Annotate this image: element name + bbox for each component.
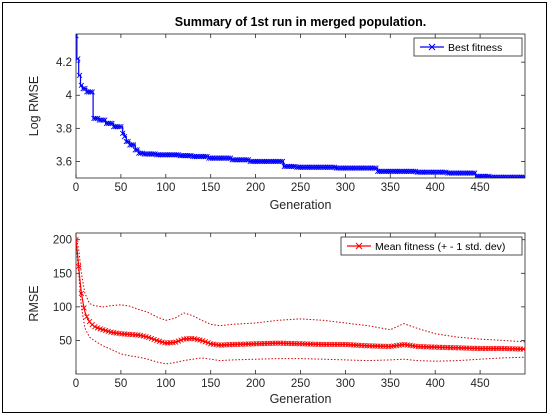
x-tick-label: 300 — [336, 378, 355, 390]
data-point-marker — [128, 142, 135, 148]
y-tick-label: 3.8 — [56, 123, 72, 135]
x-tick-label: 0 — [73, 182, 79, 194]
x-tick-label: 50 — [115, 182, 128, 194]
y-tick-label: 50 — [59, 335, 72, 347]
legend-box — [413, 37, 523, 57]
legend-marker — [355, 242, 363, 250]
x-tick-label: 150 — [201, 378, 220, 390]
x-tick-label: 200 — [246, 378, 265, 390]
x-tick-label: 50 — [115, 378, 128, 390]
data-point-marker — [119, 130, 126, 137]
y-tick-label: 4 — [66, 90, 73, 102]
y-tick-label: 100 — [53, 302, 72, 314]
data-point-marker — [520, 346, 525, 352]
x-tick-label: 100 — [156, 182, 175, 194]
data-point-marker — [89, 89, 95, 95]
chart-title: Summary of 1st run in merged population. — [175, 15, 426, 29]
x-tick-label: 0 — [73, 378, 79, 390]
x-tick-label: 300 — [336, 182, 355, 194]
data-point-marker — [76, 34, 79, 39]
x-tick-label: 250 — [291, 378, 310, 390]
series-group — [76, 236, 525, 365]
x-axis-label: Generation — [270, 392, 332, 406]
data-point-marker — [121, 133, 128, 140]
x-tick-label: 350 — [381, 378, 400, 390]
chart-2: 0 50 100 150 200 250 300 350 400 450 50 100 150 200 Ge… — [27, 232, 526, 406]
data-point-marker — [93, 115, 99, 122]
plot-area — [75, 232, 526, 375]
data-point-marker — [278, 158, 284, 165]
x-axis-label: Generation — [270, 198, 332, 212]
legend: Best fitness — [413, 37, 523, 57]
legend-marker — [428, 43, 436, 51]
y-tick-label: 4.2 — [56, 57, 72, 69]
legend-box — [340, 236, 523, 256]
x-tick-label: 350 — [381, 182, 400, 194]
data-point-marker — [76, 72, 83, 79]
x-tick-label: 100 — [156, 378, 175, 390]
data-point-marker — [87, 89, 94, 95]
data-point-marker — [522, 174, 525, 178]
y-tick-label: 200 — [53, 235, 72, 247]
std-dev-band-1 — [76, 236, 525, 343]
data-point-marker — [76, 263, 82, 270]
data-point-marker — [130, 142, 137, 148]
data-point-marker — [202, 153, 209, 160]
x-tick-label: 450 — [471, 378, 490, 390]
data-point-marker — [118, 123, 124, 130]
data-point-marker — [92, 324, 98, 330]
figure-canvas: 0 50 100 150 200 250 300 350 400 450 3.6 3.8 4 4.2 Gen… — [27, 15, 526, 406]
legend-label: Best fitness — [448, 42, 502, 54]
x-tick-label: 400 — [426, 378, 445, 390]
legend-label: Mean fitness (+ - 1 std. dev) — [375, 241, 505, 253]
chart-1: 0 50 100 150 200 250 300 350 400 450 3.6 3.8 4 4.2 Gen… — [27, 15, 526, 212]
data-point-marker — [76, 236, 79, 243]
y-axis-label: Log RMSE — [27, 76, 41, 136]
data-point-marker — [243, 157, 250, 163]
y-axis-label: RMSE — [27, 285, 41, 321]
x-tick-label: 400 — [426, 182, 445, 194]
data-point-marker — [81, 305, 87, 311]
y-tick-label: 150 — [53, 268, 72, 280]
data-point-marker — [116, 123, 122, 130]
legend: Mean fitness (+ - 1 std. dev) — [340, 236, 523, 256]
data-point-marker — [78, 290, 85, 297]
x-tick-label: 250 — [291, 182, 310, 194]
series-group — [76, 34, 525, 178]
data-point-marker — [225, 155, 232, 161]
data-point-marker — [520, 174, 525, 178]
x-tick-label: 150 — [201, 182, 220, 194]
x-tick-label: 450 — [471, 182, 490, 194]
data-point-marker — [279, 158, 286, 165]
data-point-marker — [76, 56, 81, 62]
x-tick-label: 200 — [246, 182, 265, 194]
y-tick-label: 3.6 — [56, 156, 72, 168]
figure-frame: 0 50 100 150 200 250 300 350 400 450 3.6 3.8 4 4.2 Gen… — [2, 2, 547, 413]
data-point-marker — [84, 313, 90, 320]
